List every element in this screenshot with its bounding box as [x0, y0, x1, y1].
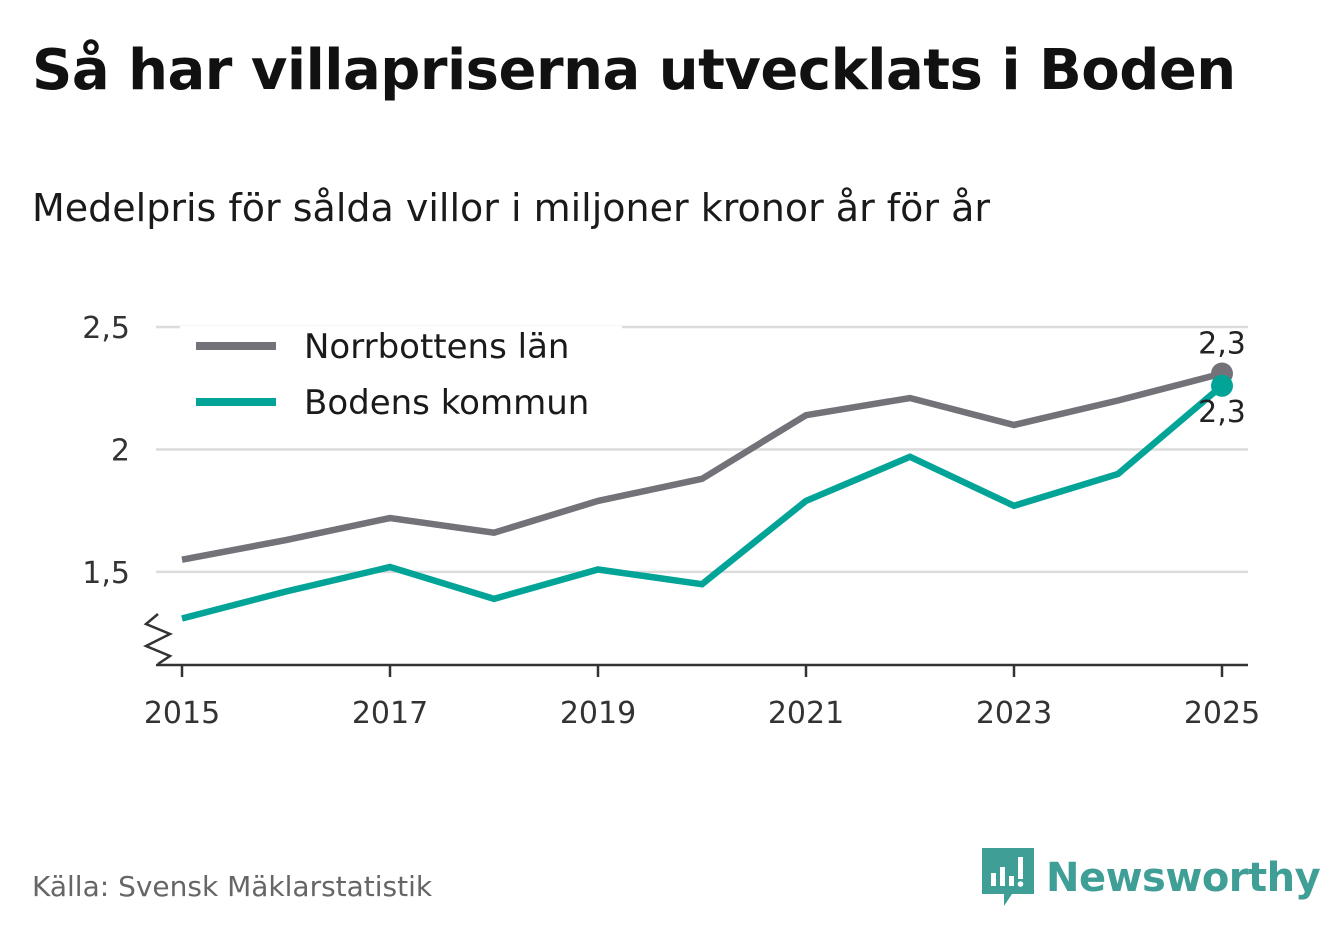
- y-tick-label: 2,5: [82, 311, 130, 346]
- axes: 1,5 2 2,5 2015 2017 2019 2021 2023 2025: [82, 311, 1260, 731]
- end-point-marker: [1211, 374, 1233, 397]
- series-line: [181, 370, 1223, 563]
- legend: Norrbottens län Bodens kommun: [180, 326, 622, 430]
- y-tick-label: 1,5: [82, 556, 130, 591]
- x-tick-label: 2023: [976, 696, 1052, 731]
- legend-label: Norrbottens län: [304, 327, 569, 367]
- x-tick-label: 2017: [352, 696, 428, 731]
- legend-label: Bodens kommun: [304, 383, 589, 423]
- x-tick-label: 2025: [1184, 696, 1260, 731]
- series-lines: [181, 362, 1233, 622]
- x-tick-label: 2021: [768, 696, 844, 731]
- brand-logo: Newsworthy: [982, 848, 1321, 908]
- line-chart: Norrbottens län Bodens kommun 1,5 2 2,5 2015…: [82, 311, 1260, 731]
- y-tick-label: 2: [111, 433, 130, 468]
- end-labels: 2,3 2,3: [1198, 327, 1246, 430]
- end-value-label: 2,3: [1198, 327, 1246, 362]
- y-axis-break-icon: [142, 613, 174, 666]
- x-tick-label: 2015: [144, 696, 220, 731]
- series-line: [181, 383, 1225, 622]
- chart-subtitle: Medelpris för sålda villor i miljoner kr…: [32, 186, 991, 230]
- bar-chart-speech-bubble-icon: [982, 848, 1034, 906]
- end-value-label: 2,3: [1198, 395, 1246, 430]
- brand-name: Newsworthy: [1046, 855, 1321, 901]
- x-tick-label: 2019: [560, 696, 636, 731]
- chart-title: Så har villapriserna utvecklats i Boden: [32, 38, 1236, 103]
- source-note: Källa: Svensk Mäklarstatistik: [32, 870, 433, 903]
